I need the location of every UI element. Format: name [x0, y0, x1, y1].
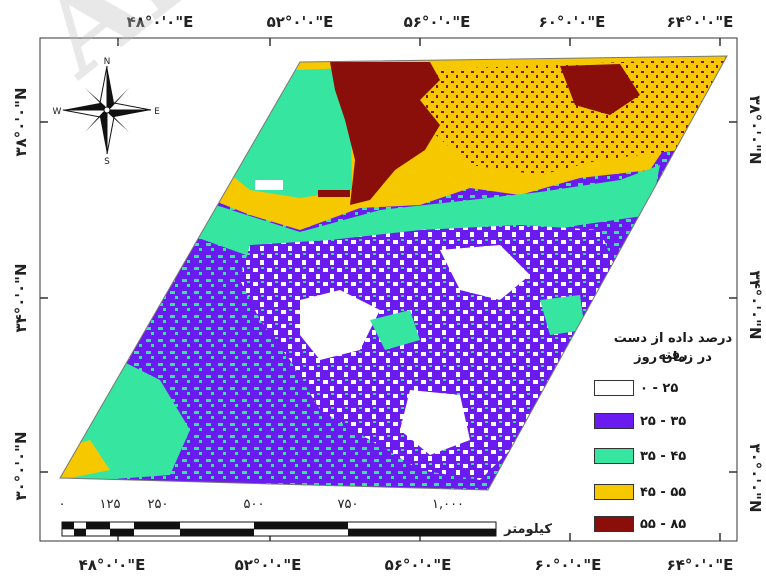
left-label-30: ۳۰°۰'۰"N	[12, 431, 30, 500]
bottom-coordinate-labels: ۴۸°۰'۰"E ۵۲°۰'۰"E ۵۶°۰'۰"E ۶۰°۰'۰"E ۶۴°۰…	[79, 556, 734, 574]
legend-label-45-55: ۴۵ - ۵۵	[640, 484, 687, 500]
legend-label-55-85: ۵۵ - ۸۵	[640, 516, 687, 532]
scene-outline	[59, 55, 728, 491]
right-coordinate-labels: ۳۸°۰'۰"N ۳۴°۰'۰"N ۳۰°۰'۰"N	[746, 95, 764, 512]
class-region-0-25-centre-east	[440, 245, 530, 300]
legend-item-45-55: ۴۵ - ۵۵	[594, 483, 686, 501]
bottom-label-52: ۵۲°۰'۰"E	[235, 556, 302, 574]
map-frame-outer	[39, 37, 738, 542]
class-region-35-45-east	[540, 295, 585, 335]
class-region-0-25-south	[400, 390, 470, 455]
legend-label-25-35: ۲۵ - ۳۵	[640, 413, 687, 429]
legend-title-line2: در زمان روز	[634, 350, 712, 365]
legend-swatch-35-45	[594, 448, 634, 464]
right-label-30: ۳۰°۰'۰"N	[746, 443, 764, 512]
compass-s-label: S	[104, 157, 110, 167]
compass-rose-icon: N S E W	[53, 57, 161, 167]
legend-item-0-25: ۰ - ۲۵	[594, 379, 678, 397]
left-coordinate-labels: ۳۸°۰'۰"N ۳۴°۰'۰"N ۳۰°۰'۰"N	[12, 87, 30, 500]
top-label-60: ۶۰°۰'۰"E	[539, 13, 606, 31]
satellite-scene	[60, 56, 727, 490]
legend-item-25-35: ۲۵ - ۳۵	[594, 412, 686, 430]
top-label-52: ۵۲°۰'۰"E	[267, 13, 334, 31]
class-region-35-45-mid	[370, 310, 420, 350]
compass-w-label: W	[53, 107, 62, 117]
bottom-label-56: ۵۶°۰'۰"E	[385, 556, 452, 574]
top-label-64: ۶۴°۰'۰"E	[667, 13, 734, 31]
legend-swatch-25-35	[594, 413, 634, 429]
scale-tick-1000: ۱,۰۰۰	[432, 497, 464, 512]
right-label-34: ۳۴°۰'۰"N	[746, 270, 764, 339]
left-label-38: ۳۸°۰'۰"N	[12, 87, 30, 156]
scale-unit-label: کیلومتر	[503, 522, 552, 537]
scale-tick-500: ۵۰۰	[244, 497, 265, 512]
scale-tick-0: ۰	[59, 497, 66, 512]
legend-swatch-55-85	[594, 516, 634, 532]
class-region-0-25-centre-core	[300, 290, 380, 360]
scale-tick-125: ۱۲۵	[100, 497, 121, 512]
scale-tick-750: ۷۵۰	[338, 497, 359, 512]
legend-swatch-0-25	[594, 380, 634, 396]
bottom-label-48: ۴۸°۰'۰"E	[79, 556, 146, 574]
bottom-label-60: ۶۰°۰'۰"E	[535, 556, 602, 574]
frame-ticks	[40, 38, 737, 541]
scale-tick-250: ۲۵۰	[148, 497, 169, 512]
bottom-label-64: ۶۴°۰'۰"E	[667, 556, 734, 574]
legend-label-0-25: ۰ - ۲۵	[640, 380, 679, 396]
class-region-55-85-east	[560, 64, 640, 115]
class-region-55-85-core	[330, 62, 440, 205]
legend-title-line1: درصد داده از دست رفته	[613, 331, 733, 363]
legend-swatch-45-55	[594, 484, 634, 500]
compass-n-label: N	[104, 57, 111, 67]
right-label-38: ۳۸°۰'۰"N	[746, 95, 764, 164]
top-label-48: ۴۸°۰'۰"E	[127, 13, 194, 31]
class-region-35-45-northwest	[225, 68, 352, 198]
top-label-56: ۵۶°۰'۰"E	[404, 13, 471, 31]
class-region-0-25-central	[240, 225, 620, 480]
scale-bar: ۰ ۱۲۵ ۲۵۰ ۵۰۰ ۷۵۰ ۱,۰۰۰ کیلومتر	[59, 497, 553, 537]
class-region-0-25-patch-north	[255, 180, 283, 190]
class-region-55-85-strip	[318, 190, 350, 197]
legend-item-55-85: ۵۵ - ۸۵	[594, 515, 686, 533]
top-coordinate-labels: ۴۸°۰'۰"E ۵۲°۰'۰"E ۵۶°۰'۰"E ۶۰°۰'۰"E ۶۴°۰…	[127, 13, 734, 31]
left-label-34: ۳۴°۰'۰"N	[12, 263, 30, 332]
compass-e-label: E	[154, 107, 160, 117]
legend-item-35-45: ۳۵ - ۴۵	[594, 447, 686, 465]
legend-label-35-45: ۳۵ - ۴۵	[640, 448, 687, 464]
class-region-55-85-speckle	[420, 58, 727, 175]
